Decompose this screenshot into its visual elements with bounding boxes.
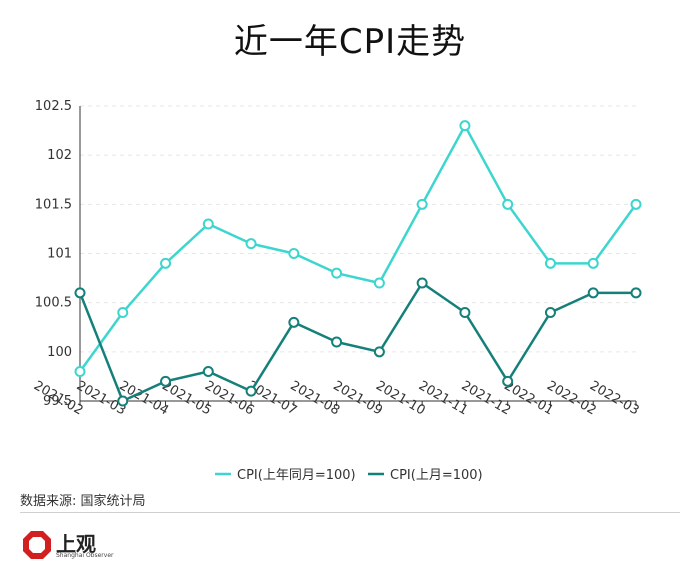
- data-point: [502, 375, 514, 387]
- series-line-1: [78, 124, 638, 373]
- data-point: [202, 218, 214, 230]
- data-point: [544, 257, 556, 269]
- logo-name: 上观: [56, 532, 96, 556]
- data-point: [288, 248, 300, 259]
- y-tick-label: 102: [47, 148, 72, 163]
- legend: CPI(上年同月=100) CPI(上月=100): [215, 468, 483, 483]
- logo-subtitle: Shanghai Observer: [56, 552, 114, 559]
- legend-label: CPI(上月=100): [390, 468, 483, 483]
- data-point: [160, 257, 172, 269]
- data-point: [202, 366, 214, 377]
- data-point: [74, 287, 86, 299]
- legend-label: CPI(上年同月=100): [237, 468, 356, 483]
- data-point: [630, 287, 642, 299]
- data-point: [117, 395, 129, 407]
- logo-mark-icon: [23, 531, 51, 559]
- data-point: [373, 346, 385, 358]
- y-tick-label: 102.5: [35, 99, 72, 114]
- data-point: [160, 375, 172, 387]
- data-point: [544, 307, 556, 318]
- divider: [20, 512, 680, 513]
- data-point: [245, 385, 257, 397]
- data-point: [331, 336, 343, 348]
- data-point: [416, 198, 428, 210]
- chart-title: 近一年CPI走势: [233, 22, 467, 62]
- data-point: [74, 366, 86, 377]
- logo: 上观 Shanghai Observer: [22, 528, 152, 562]
- line-chart: 99.5100100.5101101.5102102.52021-022021-…: [31, 99, 642, 483]
- grid-lines: [80, 105, 636, 402]
- series-lines: [74, 120, 642, 407]
- y-tick-label: 101.5: [35, 197, 72, 212]
- y-tick-label: 100.5: [35, 296, 72, 311]
- data-point: [373, 277, 385, 289]
- x-tick-label: 2022-03: [587, 378, 642, 418]
- data-point: [416, 277, 428, 289]
- data-source: 数据来源: 国家统计局: [20, 494, 146, 509]
- data-point: [288, 316, 300, 328]
- data-point: [587, 287, 599, 299]
- data-point: [459, 307, 471, 318]
- y-tick-label: 100: [47, 345, 72, 360]
- y-tick-label: 101: [47, 247, 72, 262]
- y-tick-label: 99.5: [43, 394, 72, 409]
- data-point: [459, 120, 471, 132]
- data-point: [502, 198, 514, 210]
- data-point: [587, 257, 599, 269]
- data-point: [245, 238, 257, 250]
- data-point: [630, 198, 642, 210]
- data-point: [117, 307, 129, 318]
- data-point: [331, 267, 343, 279]
- series-line-2: [78, 281, 636, 403]
